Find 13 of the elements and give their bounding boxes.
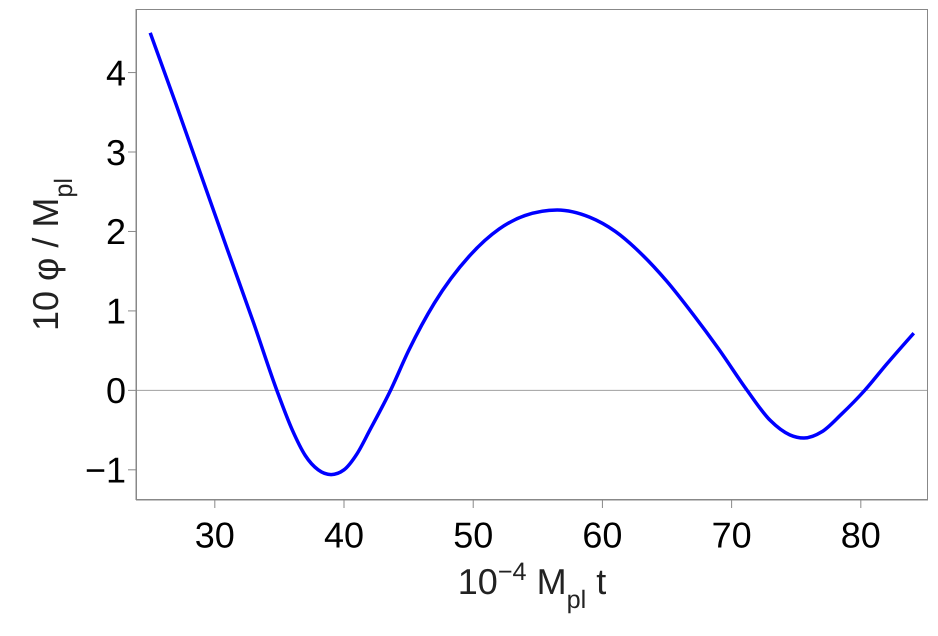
- y-tick-label: 4: [106, 52, 126, 94]
- y-tick-label: 2: [106, 211, 126, 252]
- y-tick-label: 0: [106, 370, 126, 412]
- y-tick-label: −1: [84, 450, 126, 491]
- x-tick-label: 70: [712, 514, 752, 556]
- x-tick-label: 80: [840, 514, 881, 556]
- x-tick-label: 40: [324, 514, 364, 556]
- x-axis-title: 10$^{−4}$ M$_{pl}$ t: [458, 558, 606, 614]
- y-tick-label: 1: [106, 290, 126, 332]
- y-tick-label: 3: [106, 132, 126, 173]
- x-tick-label: 30: [194, 514, 235, 556]
- x-tick-label: 50: [453, 514, 494, 556]
- x-tick-label: 60: [582, 514, 622, 556]
